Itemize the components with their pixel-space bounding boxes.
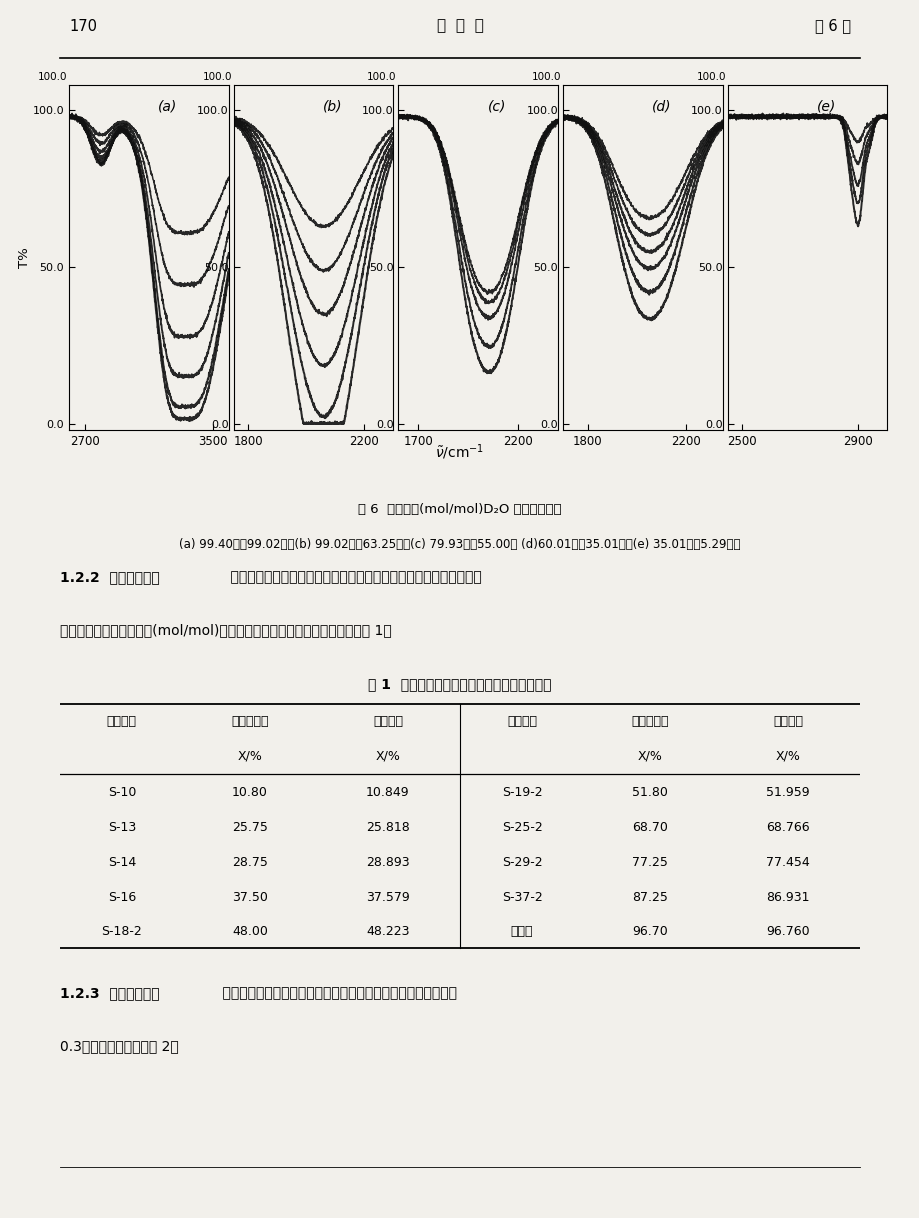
- Text: 第 6 卷: 第 6 卷: [814, 18, 850, 34]
- Text: 表 1  红外光谱法、密度计法测定氘化水样结果: 表 1 红外光谱法、密度计法测定氘化水样结果: [368, 677, 551, 691]
- Text: 170: 170: [69, 18, 96, 34]
- Text: 红外光谱法: 红外光谱法: [231, 715, 268, 728]
- Text: S-18-2: S-18-2: [101, 926, 142, 938]
- Text: 同  位  素: 同 位 素: [437, 18, 482, 34]
- Text: X/%: X/%: [237, 750, 262, 762]
- Text: $\tilde{\nu}$/cm$^{-1}$: $\tilde{\nu}$/cm$^{-1}$: [435, 442, 484, 462]
- Text: S-13: S-13: [108, 821, 136, 834]
- Text: 0.3％，测量结果列于表 2。: 0.3％，测量结果列于表 2。: [60, 1040, 178, 1054]
- Text: 10.849: 10.849: [366, 787, 409, 799]
- Text: (a): (a): [158, 99, 177, 113]
- Text: 红外光谱法: 红外光谱法: [630, 715, 668, 728]
- Text: X/%: X/%: [775, 750, 800, 762]
- Text: S-10: S-10: [108, 787, 136, 799]
- Text: 图 6  不同浓度(mol/mol)D₂O 的红外光谱图: 图 6 不同浓度(mol/mol)D₂O 的红外光谱图: [357, 503, 562, 515]
- Text: S-29-2: S-29-2: [501, 856, 542, 868]
- Text: 用红外光谱法与密度计法对氘化水样进行测量，在相应的工作曲线上: 用红外光谱法与密度计法对氘化水样进行测量，在相应的工作曲线上: [213, 570, 482, 583]
- Text: 68.70: 68.70: [631, 821, 667, 834]
- Text: 28.75: 28.75: [232, 856, 267, 868]
- Text: (b): (b): [323, 99, 342, 113]
- Text: 100.0: 100.0: [696, 72, 725, 82]
- Text: 37.50: 37.50: [232, 890, 267, 904]
- Text: S-25-2: S-25-2: [501, 821, 542, 834]
- Text: 77.454: 77.454: [766, 856, 809, 868]
- Text: 77.25: 77.25: [631, 856, 667, 868]
- Text: S-14: S-14: [108, 856, 136, 868]
- Text: (c): (c): [488, 99, 506, 113]
- Text: 密度计法: 密度计法: [372, 715, 403, 728]
- Text: 100.0: 100.0: [202, 72, 232, 82]
- Text: 51.80: 51.80: [631, 787, 667, 799]
- Text: X/%: X/%: [375, 750, 400, 762]
- Text: 48.223: 48.223: [366, 926, 409, 938]
- Text: 用净化系统树脂氘化的含氘稀水样品测试方法的相对标准偏差＜: 用净化系统树脂氘化的含氘稀水样品测试方法的相对标准偏差＜: [205, 987, 456, 1000]
- Text: 25.818: 25.818: [366, 821, 409, 834]
- Text: 密度计法: 密度计法: [772, 715, 802, 728]
- Text: 25.75: 25.75: [232, 821, 267, 834]
- Text: 100.0: 100.0: [531, 72, 561, 82]
- Text: 48.00: 48.00: [232, 926, 267, 938]
- Text: 96.70: 96.70: [631, 926, 667, 938]
- Text: 电解水: 电解水: [510, 926, 533, 938]
- Text: 10.80: 10.80: [232, 787, 267, 799]
- Text: 87.25: 87.25: [631, 890, 667, 904]
- Text: 28.893: 28.893: [366, 856, 409, 868]
- Text: 86.931: 86.931: [766, 890, 809, 904]
- Text: (d): (d): [652, 99, 671, 113]
- Text: S-19-2: S-19-2: [501, 787, 542, 799]
- Text: (e): (e): [816, 99, 835, 113]
- Text: 样品代号: 样品代号: [506, 715, 537, 728]
- Text: S-16: S-16: [108, 890, 136, 904]
- Text: 100.0: 100.0: [38, 72, 67, 82]
- Text: X/%: X/%: [637, 750, 662, 762]
- Text: 100.0: 100.0: [367, 72, 396, 82]
- Text: 1.2.3  方法测量精度: 1.2.3 方法测量精度: [60, 987, 159, 1000]
- Text: 68.766: 68.766: [766, 821, 809, 834]
- Text: 51.959: 51.959: [766, 787, 809, 799]
- Text: 检出未知样品的分析结果(mol/mol)，两种方法的测量结果相符，结果列于表 1。: 检出未知样品的分析结果(mol/mol)，两种方法的测量结果相符，结果列于表 1…: [60, 624, 391, 637]
- Text: 96.760: 96.760: [766, 926, 809, 938]
- Text: 1.2.2  方法对照试验: 1.2.2 方法对照试验: [60, 570, 159, 583]
- Text: (a) 99.40％－99.02％；(b) 99.02％－63.25％；(c) 79.93％－55.00％ (d)60.01％－35.01％；(e) 35.01: (a) 99.40％－99.02％；(b) 99.02％－63.25％；(c) …: [179, 538, 740, 552]
- Text: S-37-2: S-37-2: [501, 890, 542, 904]
- Text: 37.579: 37.579: [366, 890, 409, 904]
- Text: 样品代号: 样品代号: [107, 715, 137, 728]
- Y-axis label: T%: T%: [18, 247, 31, 268]
